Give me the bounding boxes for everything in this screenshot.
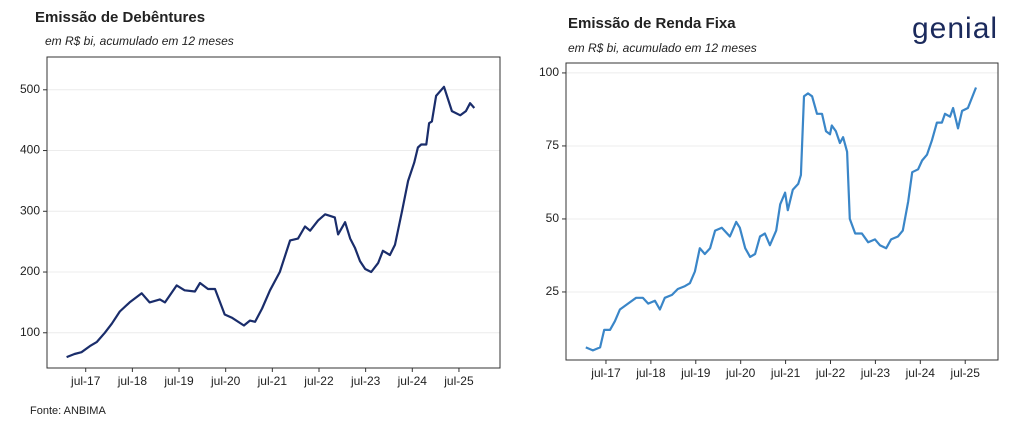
x-tick-label: jul-17 bbox=[70, 374, 101, 388]
x-tick-label: jul-19 bbox=[680, 366, 711, 380]
data-line bbox=[585, 87, 978, 352]
x-tick-label: jul-20 bbox=[210, 374, 241, 388]
x-tick-label: jul-19 bbox=[163, 374, 194, 388]
x-tick-label: jul-24 bbox=[905, 366, 936, 380]
plot-frame bbox=[46, 56, 501, 369]
source: Fonte: ANBIMA bbox=[30, 405, 106, 417]
x-tick-label: jul-18 bbox=[635, 366, 666, 380]
y-tick-label: 200 bbox=[20, 264, 40, 278]
y-tick-label: 300 bbox=[20, 203, 40, 217]
x-tick-label: jul-17 bbox=[590, 366, 621, 380]
x-tick-label: jul-23 bbox=[860, 366, 891, 380]
x-tick-label: jul-20 bbox=[725, 366, 756, 380]
logo: genial bbox=[912, 12, 998, 45]
chart-title: Emissão de Debêntures bbox=[35, 9, 205, 26]
x-tick-label: jul-22 bbox=[815, 366, 846, 380]
chart-subtitle: em R$ bi, acumulado em 12 meses bbox=[568, 41, 757, 55]
plot-frame bbox=[565, 62, 999, 361]
data-line bbox=[66, 85, 476, 359]
y-tick-label: 25 bbox=[546, 284, 560, 298]
x-tick-label: jul-18 bbox=[117, 374, 148, 388]
chart-subtitle: em R$ bi, acumulado em 12 meses bbox=[45, 34, 234, 48]
y-tick-label: 50 bbox=[546, 211, 560, 225]
y-tick-label: 400 bbox=[20, 143, 40, 157]
x-tick-label: jul-22 bbox=[303, 374, 334, 388]
y-tick-label: 500 bbox=[20, 82, 40, 96]
x-tick-label: jul-21 bbox=[770, 366, 801, 380]
x-tick-label: jul-24 bbox=[397, 374, 428, 388]
chart-title: Emissão de Renda Fixa bbox=[568, 15, 736, 32]
y-tick-label: 75 bbox=[546, 138, 560, 152]
y-tick-label: 100 bbox=[20, 325, 40, 339]
y-tick-label: 100 bbox=[539, 65, 559, 79]
x-tick-label: jul-23 bbox=[350, 374, 381, 388]
x-tick-label: jul-25 bbox=[950, 366, 981, 380]
x-tick-label: jul-25 bbox=[443, 374, 474, 388]
x-tick-label: jul-21 bbox=[257, 374, 288, 388]
